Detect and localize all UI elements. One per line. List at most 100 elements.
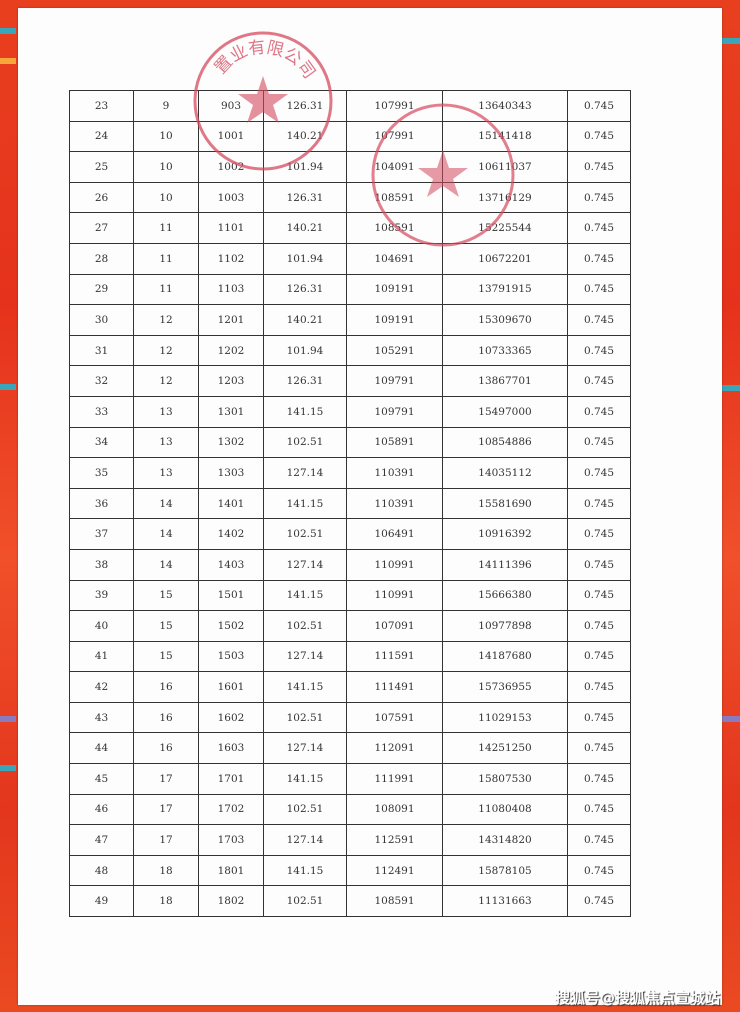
- table-row: 29 11 1103 126.31 109191 13791915 0.745: [69, 273, 631, 306]
- table-cell: 105891: [346, 426, 443, 459]
- table-cell: 110991: [346, 548, 443, 581]
- table-cell: 1402: [198, 518, 264, 550]
- table-cell: 16: [133, 701, 199, 734]
- table-cell: 0.745: [567, 334, 631, 367]
- table-cell: 141.15: [263, 671, 347, 703]
- table-cell: 0.745: [567, 579, 631, 612]
- table-cell: 14251250: [442, 732, 568, 765]
- table-cell: 1001: [198, 120, 264, 153]
- table-cell: 104091: [346, 151, 443, 183]
- table-cell: 110991: [346, 579, 443, 612]
- table-cell: 0.745: [567, 732, 631, 765]
- table-cell: 30: [69, 304, 134, 336]
- table-cell: 18: [133, 885, 199, 918]
- table-cell: 111491: [346, 671, 443, 703]
- table-row: 37 14 1402 102.51 106491 10916392 0.745: [69, 518, 631, 550]
- table-cell: 49: [69, 885, 134, 918]
- table-cell: 43: [69, 701, 134, 734]
- table-cell: 108591: [346, 885, 443, 918]
- table-row: 39 15 1501 141.15 110991 15666380 0.745: [69, 579, 631, 612]
- table-cell: 127.14: [263, 824, 347, 856]
- table-cell: 0.745: [567, 212, 631, 244]
- table-cell: 112091: [346, 732, 443, 765]
- table-cell: 10672201: [442, 242, 568, 275]
- table-cell: 126.31: [263, 365, 347, 397]
- table-cell: 107091: [346, 610, 443, 642]
- table-cell: 33: [69, 395, 134, 428]
- table-cell: 15878105: [442, 854, 568, 887]
- table-cell: 112591: [346, 824, 443, 856]
- table-cell: 107591: [346, 701, 443, 734]
- table-cell: 45: [69, 763, 134, 795]
- table-cell: 46: [69, 793, 134, 826]
- table-cell: 15666380: [442, 579, 568, 612]
- table-cell: 24: [69, 120, 134, 153]
- table-cell: 13791915: [442, 273, 568, 306]
- table-cell: 11: [133, 212, 199, 244]
- table-cell: 15807530: [442, 763, 568, 795]
- table-cell: 11080408: [442, 793, 568, 826]
- table-cell: 17: [133, 824, 199, 856]
- table-cell: 13: [133, 426, 199, 459]
- table-cell: 140.21: [263, 212, 347, 244]
- table-row: 27 11 1101 140.21 108591 15225544 0.745: [69, 212, 631, 244]
- table-cell: 0.745: [567, 487, 631, 520]
- table-cell: 41: [69, 640, 134, 673]
- table-cell: 102.51: [263, 885, 347, 918]
- table-cell: 32: [69, 365, 134, 397]
- table-cell: 141.15: [263, 854, 347, 887]
- table-cell: 107991: [346, 90, 443, 122]
- table-cell: 23: [69, 90, 134, 122]
- table-cell: 13: [133, 395, 199, 428]
- table-cell: 110391: [346, 457, 443, 489]
- table-cell: 1702: [198, 793, 264, 826]
- table-cell: 15225544: [442, 212, 568, 244]
- table-cell: 141.15: [263, 579, 347, 612]
- table-cell: 15736955: [442, 671, 568, 703]
- table-cell: 13640343: [442, 90, 568, 122]
- table-cell: 35: [69, 457, 134, 489]
- table-row: 44 16 1603 127.14 112091 14251250 0.745: [69, 732, 631, 765]
- table-cell: 12: [133, 304, 199, 336]
- table-cell: 102.51: [263, 426, 347, 459]
- table-cell: 1302: [198, 426, 264, 459]
- table-cell: 0.745: [567, 426, 631, 459]
- table-cell: 0.745: [567, 120, 631, 153]
- table-cell: 126.31: [263, 273, 347, 306]
- table-cell: 141.15: [263, 487, 347, 520]
- table-cell: 1403: [198, 548, 264, 581]
- table-cell: 141.15: [263, 395, 347, 428]
- table-cell: 16: [133, 671, 199, 703]
- table-cell: 14035112: [442, 457, 568, 489]
- table-cell: 1201: [198, 304, 264, 336]
- table-cell: 14: [133, 548, 199, 581]
- table-row: 33 13 1301 141.15 109791 15497000 0.745: [69, 395, 631, 428]
- table-row: 48 18 1801 141.15 112491 15878105 0.745: [69, 854, 631, 887]
- table-cell: 1401: [198, 487, 264, 520]
- table-cell: 10733365: [442, 334, 568, 367]
- table-cell: 26: [69, 181, 134, 214]
- table-cell: 102.51: [263, 518, 347, 550]
- table-row: 24 10 1001 140.21 107991 15141418 0.745: [69, 120, 631, 153]
- table-cell: 127.14: [263, 548, 347, 581]
- table-cell: 1003: [198, 181, 264, 214]
- table-cell: 0.745: [567, 763, 631, 795]
- table-cell: 0.745: [567, 365, 631, 397]
- table-cell: 1603: [198, 732, 264, 765]
- table-cell: 111991: [346, 763, 443, 795]
- table-cell: 107991: [346, 120, 443, 153]
- table-cell: 10: [133, 181, 199, 214]
- table-cell: 15497000: [442, 395, 568, 428]
- table-cell: 14314820: [442, 824, 568, 856]
- table-cell: 106491: [346, 518, 443, 550]
- table-cell: 11131663: [442, 885, 568, 918]
- table-cell: 15: [133, 610, 199, 642]
- table-cell: 108091: [346, 793, 443, 826]
- table-cell: 42: [69, 671, 134, 703]
- table-cell: 10977898: [442, 610, 568, 642]
- table-cell: 11029153: [442, 701, 568, 734]
- table-cell: 102.51: [263, 610, 347, 642]
- watermark: 搜狐号@搜狐焦点宣城站: [554, 989, 720, 1007]
- table-cell: 111591: [346, 640, 443, 673]
- table-cell: 0.745: [567, 395, 631, 428]
